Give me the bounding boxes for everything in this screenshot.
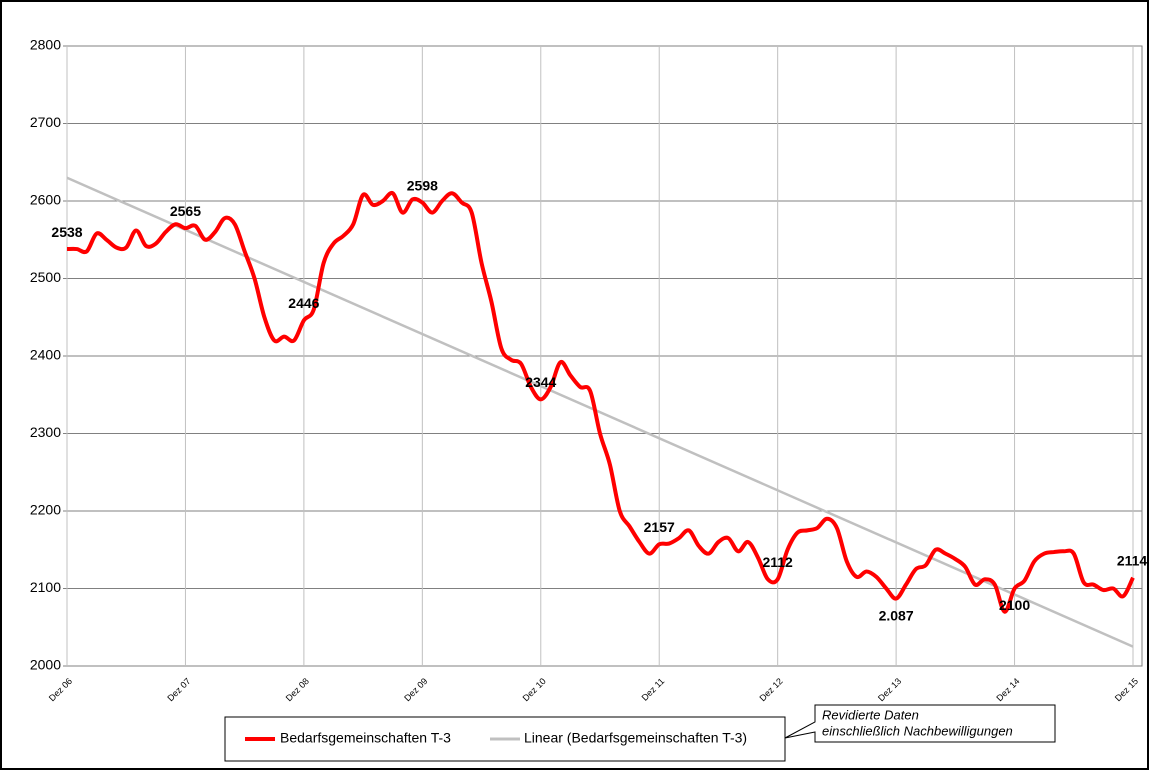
y-tick-label: 2400 (30, 347, 61, 363)
y-tick-label: 2200 (30, 502, 61, 518)
y-tick-label: 2500 (30, 269, 61, 285)
data-label: 2446 (288, 295, 319, 311)
y-tick-label: 2600 (30, 192, 61, 208)
data-label: 2112 (762, 554, 793, 570)
y-tick-label: 2700 (30, 114, 61, 130)
data-label: 2100 (999, 597, 1030, 613)
data-label: 2538 (51, 224, 82, 240)
legend-label: Linear (Bedarfsgemeinschaften T-3) (524, 730, 747, 746)
annotation: einschließlich Nachbewilligungen (822, 723, 1013, 738)
data-label: 2.087 (879, 607, 914, 623)
data-line (66, 191, 1135, 614)
data-label: 2157 (644, 519, 675, 535)
y-tick-label: 2100 (30, 579, 61, 595)
data-label: 2565 (170, 203, 201, 219)
y-tick-label: 2300 (30, 424, 61, 440)
data-label: 2598 (407, 177, 438, 193)
legend-label: Bedarfsgemeinschaften T-3 (280, 730, 451, 746)
legend: Bedarfsgemeinschaften T-3 Linear (Bedarf… (224, 716, 786, 762)
data-label: 2344 (525, 374, 556, 390)
annotation: Revidierte Daten (822, 707, 919, 722)
y-tick-label: 2800 (30, 37, 61, 53)
callout-box (784, 704, 1056, 743)
data-label: 2114 (1117, 552, 1148, 568)
y-tick-label: 2000 (30, 657, 61, 673)
